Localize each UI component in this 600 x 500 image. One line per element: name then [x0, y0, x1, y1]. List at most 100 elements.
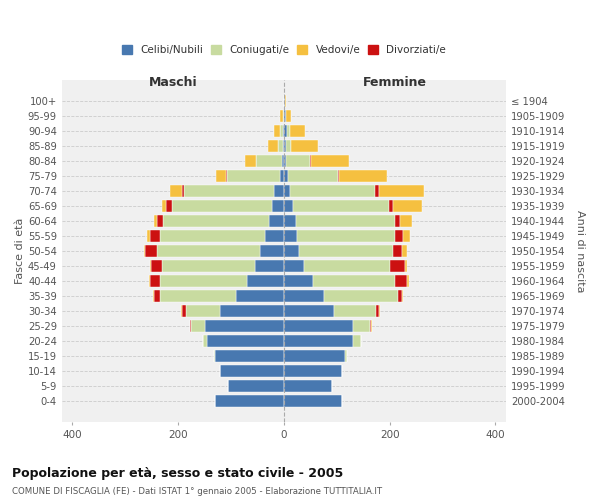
Bar [216, 170, 226, 182]
Bar [299, 246, 393, 257]
Bar [245, 156, 256, 167]
Bar [160, 275, 247, 287]
Bar [395, 230, 403, 242]
Bar [286, 140, 292, 152]
Bar [145, 246, 157, 257]
Bar [284, 110, 286, 122]
Bar [284, 230, 297, 242]
Bar [190, 320, 191, 332]
Bar [255, 260, 284, 272]
Bar [154, 216, 157, 227]
Legend: Celibi/Nubili, Coniugati/e, Vedovi/e, Divorziati/e: Celibi/Nubili, Coniugati/e, Vedovi/e, Di… [118, 40, 450, 59]
Bar [283, 110, 284, 122]
Bar [340, 170, 387, 182]
Bar [313, 275, 395, 287]
Bar [284, 246, 299, 257]
Bar [393, 246, 403, 257]
Bar [353, 320, 370, 332]
Bar [186, 305, 220, 317]
Bar [160, 230, 265, 242]
Bar [395, 275, 407, 287]
Bar [284, 320, 353, 332]
Bar [292, 140, 318, 152]
Bar [144, 246, 145, 257]
Bar [284, 395, 342, 407]
Bar [284, 186, 290, 197]
Bar [403, 230, 410, 242]
Bar [334, 305, 376, 317]
Bar [278, 140, 283, 152]
Bar [379, 186, 424, 197]
Bar [284, 365, 342, 377]
Bar [154, 290, 160, 302]
Bar [280, 170, 284, 182]
Bar [310, 156, 311, 167]
Bar [191, 320, 205, 332]
Bar [150, 230, 160, 242]
Bar [296, 216, 395, 227]
Bar [184, 186, 274, 197]
Bar [398, 290, 402, 302]
Bar [286, 110, 292, 122]
Bar [203, 335, 207, 347]
Bar [160, 290, 236, 302]
Bar [403, 246, 407, 257]
Bar [149, 260, 151, 272]
Bar [207, 335, 284, 347]
Bar [297, 230, 395, 242]
Bar [149, 275, 150, 287]
Bar [284, 350, 345, 362]
Bar [323, 290, 398, 302]
Bar [400, 216, 412, 227]
Bar [370, 320, 371, 332]
Bar [283, 140, 284, 152]
Bar [236, 290, 284, 302]
Bar [402, 290, 403, 302]
Bar [148, 230, 150, 242]
Bar [353, 335, 361, 347]
Bar [290, 126, 305, 137]
Bar [247, 275, 284, 287]
Bar [286, 156, 310, 167]
Bar [226, 170, 227, 182]
Bar [166, 200, 172, 212]
Bar [272, 200, 284, 212]
Bar [284, 156, 286, 167]
Bar [287, 126, 290, 137]
Bar [284, 380, 332, 392]
Bar [157, 216, 163, 227]
Bar [214, 350, 215, 362]
Bar [284, 335, 353, 347]
Bar [284, 96, 285, 107]
Bar [284, 126, 287, 137]
Bar [376, 305, 379, 317]
Bar [172, 200, 272, 212]
Bar [162, 260, 255, 272]
Bar [162, 200, 166, 212]
Bar [379, 305, 380, 317]
Bar [284, 170, 288, 182]
Bar [220, 305, 284, 317]
Bar [284, 216, 296, 227]
Bar [284, 260, 304, 272]
Bar [407, 275, 409, 287]
Bar [284, 140, 286, 152]
Bar [182, 186, 184, 197]
Bar [389, 200, 393, 212]
Bar [170, 186, 182, 197]
Bar [371, 320, 372, 332]
Bar [274, 186, 284, 197]
Text: Maschi: Maschi [149, 76, 197, 90]
Bar [390, 260, 404, 272]
Bar [280, 110, 283, 122]
Bar [288, 170, 338, 182]
Bar [280, 126, 283, 137]
Text: COMUNE DI FISCAGLIA (FE) - Dati ISTAT 1° gennaio 2005 - Elaborazione TUTTITALIA.: COMUNE DI FISCAGLIA (FE) - Dati ISTAT 1°… [12, 488, 382, 496]
Bar [293, 200, 389, 212]
Bar [153, 290, 154, 302]
Bar [284, 275, 313, 287]
Bar [290, 186, 375, 197]
Bar [338, 170, 340, 182]
Bar [304, 260, 390, 272]
Bar [393, 200, 422, 212]
